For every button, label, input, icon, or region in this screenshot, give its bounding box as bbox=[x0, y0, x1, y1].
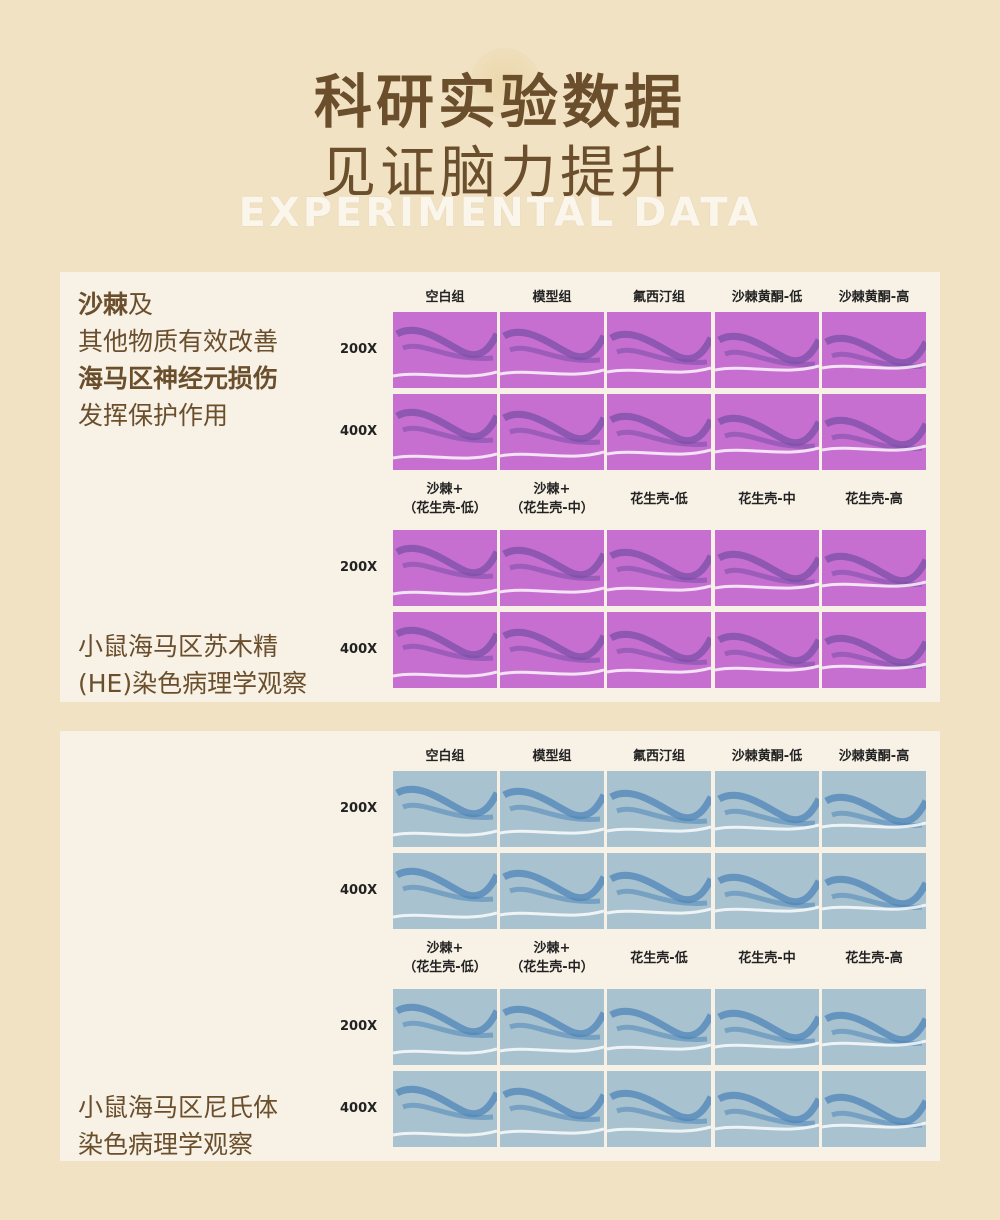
column-label: 花生壳-高 bbox=[845, 951, 903, 966]
column-label: 空白组 bbox=[425, 749, 465, 764]
magnification-label: 400X bbox=[340, 642, 378, 657]
magnification-label: 200X bbox=[340, 1019, 378, 1034]
tissue-image bbox=[715, 394, 819, 470]
page-title-english: EXPERIMENTAL DATA bbox=[238, 190, 762, 236]
nissl-stain-panel: 小鼠海马区尼氏体 染色病理学观察 空白组 模型组 氟西汀组 沙棘黄酮-低 沙棘黄酮-高沙… bbox=[60, 731, 940, 1161]
column-label: 模型组 bbox=[532, 290, 572, 305]
column-label: 沙棘黄酮-高 bbox=[838, 290, 910, 305]
tissue-image bbox=[607, 1071, 711, 1147]
tissue-image bbox=[500, 771, 604, 847]
tissue-image bbox=[607, 394, 711, 470]
tissue-image bbox=[500, 1071, 604, 1147]
tissue-image bbox=[715, 1071, 819, 1147]
tissue-image bbox=[822, 771, 926, 847]
tissue-image bbox=[715, 530, 819, 606]
magnification-label: 200X bbox=[340, 801, 378, 816]
tissue-image bbox=[607, 771, 711, 847]
column-label: 氟西汀组 bbox=[632, 290, 685, 305]
column-label: 沙棘+ （花生壳-中） bbox=[510, 941, 594, 975]
tissue-image bbox=[822, 853, 926, 929]
column-label: 花生壳-低 bbox=[630, 951, 688, 966]
tissue-image bbox=[607, 312, 711, 388]
magnification-label: 400X bbox=[340, 424, 378, 439]
tissue-image bbox=[822, 530, 926, 606]
intro-text: 沙棘及 其他物质有效改善 海马区神经元损伤 发挥保护作用 bbox=[78, 290, 279, 430]
page-title: 科研实验数据 bbox=[313, 68, 686, 136]
tissue-image bbox=[607, 989, 711, 1065]
column-label: 沙棘黄酮-低 bbox=[731, 290, 803, 305]
header: 科研实验数据 见证脑力提升 EXPERIMENTAL DATA bbox=[0, 0, 1000, 270]
tissue-image bbox=[715, 312, 819, 388]
he-stain-panel: 沙棘及 其他物质有效改善 海马区神经元损伤 发挥保护作用 小鼠海马区苏木精 (H… bbox=[60, 272, 940, 702]
nissl-caption: 小鼠海马区尼氏体 染色病理学观察 bbox=[78, 1093, 279, 1159]
he-caption: 小鼠海马区苏木精 (HE)染色病理学观察 bbox=[78, 632, 308, 698]
tissue-image bbox=[715, 612, 819, 688]
page-subtitle: 见证脑力提升 bbox=[320, 141, 680, 206]
tissue-image bbox=[500, 853, 604, 929]
column-label: 花生壳-中 bbox=[738, 951, 796, 966]
tissue-image bbox=[393, 853, 497, 929]
tissue-image bbox=[607, 530, 711, 606]
logo-watermark bbox=[470, 48, 540, 118]
column-label: 花生壳-中 bbox=[738, 492, 796, 507]
tissue-image bbox=[500, 312, 604, 388]
column-label: 模型组 bbox=[532, 749, 572, 764]
tissue-image bbox=[715, 853, 819, 929]
tissue-image bbox=[393, 612, 497, 688]
column-label: 花生壳-低 bbox=[630, 492, 688, 507]
magnification-label: 200X bbox=[340, 342, 378, 357]
magnification-label: 400X bbox=[340, 1101, 378, 1116]
column-label: 沙棘+ （花生壳-中） bbox=[510, 482, 594, 516]
he-image-grid: 空白组 模型组 氟西汀组 沙棘黄酮-低 沙棘黄酮-高沙棘+ （花生壳-低） 沙棘+ （花生壳-… bbox=[60, 272, 940, 702]
tissue-image bbox=[822, 394, 926, 470]
tissue-image bbox=[500, 394, 604, 470]
tissue-image bbox=[500, 530, 604, 606]
column-label: 花生壳-高 bbox=[845, 492, 903, 507]
magnification-label: 400X bbox=[340, 883, 378, 898]
column-label: 沙棘黄酮-高 bbox=[838, 749, 910, 764]
column-label: 沙棘+ （花生壳-低） bbox=[403, 941, 487, 975]
tissue-image bbox=[393, 771, 497, 847]
tissue-image bbox=[500, 989, 604, 1065]
intro-highlight: 沙棘 bbox=[78, 290, 129, 319]
column-label: 沙棘+ （花生壳-低） bbox=[403, 482, 487, 516]
tissue-image bbox=[822, 312, 926, 388]
tissue-image bbox=[393, 530, 497, 606]
tissue-image bbox=[715, 989, 819, 1065]
tissue-image bbox=[393, 1071, 497, 1147]
tissue-image bbox=[822, 989, 926, 1065]
magnification-label: 200X bbox=[340, 560, 378, 575]
nissl-image-grid: 空白组 模型组 氟西汀组 沙棘黄酮-低 沙棘黄酮-高沙棘+ （花生壳-低） 沙棘+ （花生壳-… bbox=[60, 731, 940, 1161]
intro-highlight-2: 海马区神经元损伤 bbox=[78, 364, 279, 393]
tissue-image bbox=[715, 771, 819, 847]
tissue-image bbox=[393, 989, 497, 1065]
column-label: 氟西汀组 bbox=[632, 749, 685, 764]
tissue-image bbox=[607, 853, 711, 929]
column-label: 空白组 bbox=[425, 290, 465, 305]
tissue-image bbox=[393, 312, 497, 388]
tissue-image bbox=[393, 394, 497, 470]
tissue-image bbox=[822, 1071, 926, 1147]
column-label: 沙棘黄酮-低 bbox=[731, 749, 803, 764]
tissue-image bbox=[822, 612, 926, 688]
tissue-image bbox=[607, 612, 711, 688]
tissue-image bbox=[500, 612, 604, 688]
